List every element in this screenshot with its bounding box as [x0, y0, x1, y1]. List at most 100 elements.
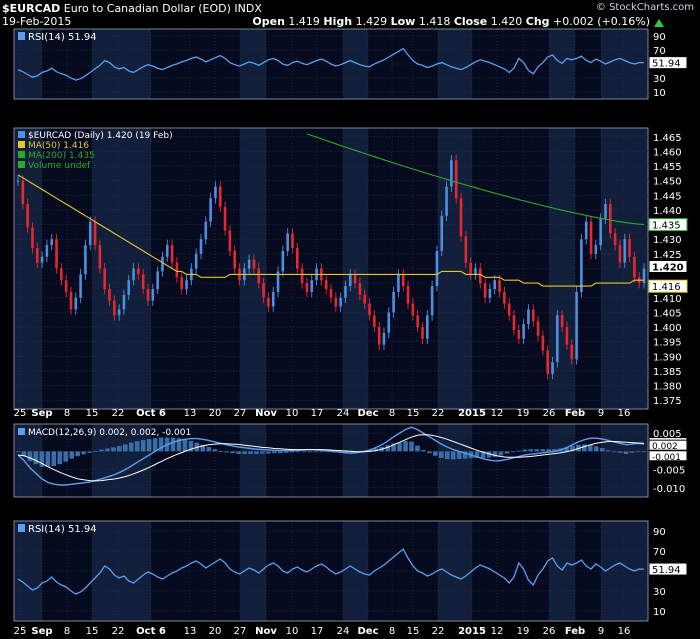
candle-body [286, 233, 289, 251]
histogram-bar [230, 451, 235, 454]
instrument-name: Euro to Canadian Dollar (EOD) [63, 2, 231, 15]
candle-body [185, 280, 188, 289]
histogram-bar [81, 451, 86, 455]
candle-body [127, 280, 131, 295]
close-value: 1.420 [490, 15, 523, 28]
y-tick-label: 1.445 [653, 191, 682, 202]
y-tick-label: 70 [653, 46, 666, 57]
ohlc-readout: Open 1.419 High 1.429 Low 1.418 Close 1.… [252, 15, 650, 28]
candle-body [368, 303, 371, 316]
histogram-bar [21, 451, 27, 457]
up-arrow-icon [654, 19, 664, 27]
histogram-bar [403, 441, 408, 452]
candle-body [469, 262, 472, 275]
histogram-bar [278, 451, 283, 454]
x-tick-label: 24 [337, 408, 350, 419]
x-tick-label: 10 [286, 408, 299, 419]
x-tick-label: 8 [389, 408, 395, 419]
candle-body [267, 297, 270, 307]
candle-body [493, 280, 497, 289]
histogram-bar [433, 451, 438, 456]
x-tick-label: 15 [407, 408, 420, 419]
histogram-bar [283, 451, 289, 453]
y-tick-label: 1.465 [653, 133, 682, 144]
period-band [240, 424, 266, 497]
candle-body [339, 297, 342, 307]
panel-border [13, 423, 649, 498]
x-tick-label: 26 [543, 408, 556, 419]
y-tick-label: -0.005 [653, 466, 685, 477]
x-tick-label: Dec [357, 626, 378, 637]
period-band [549, 424, 575, 497]
candle-body [498, 280, 501, 292]
histogram-bar [128, 442, 134, 452]
candle-body [175, 262, 179, 278]
candle-body [426, 315, 429, 339]
x-tick-label: 13 [184, 626, 197, 637]
histogram-bar [140, 440, 146, 452]
candle-body [26, 204, 29, 228]
candle-body [334, 297, 338, 307]
legend-text: Volume undef [28, 161, 91, 171]
y-tick-label: 1.380 [653, 382, 682, 393]
histogram-bar [27, 451, 33, 462]
histogram-bar [552, 449, 557, 452]
histogram-bar [462, 451, 468, 459]
y-tick-label: 10 [653, 607, 666, 618]
x-tick-label: Oct 6 [136, 408, 166, 419]
x-tick-label: Nov [255, 626, 277, 637]
price-tag-label: 1.435 [652, 221, 681, 232]
x-tick-label: 27 [234, 626, 247, 637]
y-tick-label: 90 [653, 527, 666, 538]
x-tick-label: 16 [618, 408, 631, 419]
candle-body [98, 245, 102, 269]
candle-body [584, 221, 588, 240]
x-tick-label: Dec [357, 408, 378, 419]
candle-body [344, 286, 347, 298]
ma200-line [306, 133, 645, 226]
candle-body [628, 239, 631, 257]
candle-body [64, 280, 68, 292]
x-tick-label: 8 [64, 626, 70, 637]
x-tick-label: 19 [517, 626, 530, 637]
y-tick-label: 1.385 [653, 367, 682, 378]
legend-swatch [18, 161, 25, 168]
x-tick-label: 9 [598, 626, 604, 637]
legend-text: MA(200) 1.435 [28, 151, 95, 161]
x-tick-label: 8 [64, 408, 70, 419]
close-label: Close [453, 15, 488, 28]
candle-body [151, 288, 155, 301]
candle-body [633, 256, 636, 278]
candle-body [156, 271, 159, 289]
histogram-bar [397, 442, 402, 452]
macd-tag-box [648, 439, 688, 451]
candle-body [161, 256, 164, 272]
x-tick-label: 16 [618, 626, 631, 637]
candle-body [594, 245, 598, 254]
candle-body [55, 239, 58, 269]
histogram-bar [134, 441, 140, 452]
candle-body [459, 198, 463, 237]
ma50-line [17, 174, 644, 287]
y-tick-label: 30 [653, 74, 666, 85]
histogram-bar [444, 451, 450, 460]
candle-body [223, 207, 227, 231]
open-value: 1.419 [288, 15, 320, 28]
candle-body [531, 309, 535, 322]
histogram-bar [415, 445, 420, 452]
candle-body [45, 245, 49, 257]
histogram-bar [152, 438, 158, 452]
x-tick-label: 19 [517, 408, 530, 419]
legend-text: MA(50) 1.416 [28, 141, 89, 151]
histogram-bar [534, 449, 539, 452]
symbol: $EURCAD [2, 2, 61, 15]
histogram-bar [546, 449, 551, 452]
candle-body [478, 268, 482, 284]
x-tick-label: 22 [432, 408, 445, 419]
candle-body [377, 327, 381, 345]
legend-text: RSI(14) 51.94 [28, 32, 97, 43]
candle-body [257, 268, 261, 284]
histogram-bar [367, 449, 373, 452]
y-tick-label: 1.400 [653, 323, 682, 334]
price-tag-box [648, 218, 688, 232]
